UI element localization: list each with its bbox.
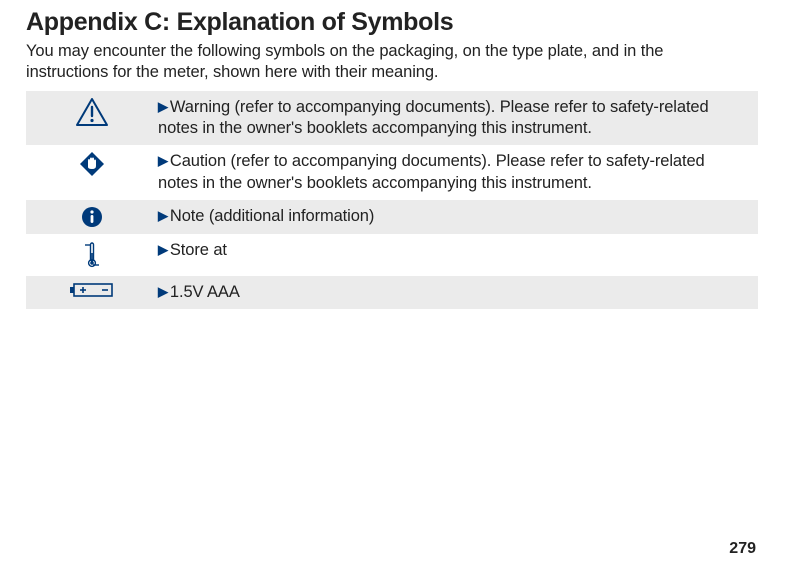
row-text: Store at	[170, 241, 227, 259]
symbols-table: ▶Warning (refer to accompanying document…	[26, 91, 758, 309]
battery-icon	[68, 282, 116, 298]
row-text: Caution (refer to accompanying documents…	[158, 152, 705, 191]
icon-cell	[26, 234, 158, 276]
desc-cell: ▶Note (additional information)	[158, 200, 758, 234]
page-title: Appendix C: Explanation of Symbols	[26, 8, 758, 37]
caution-hand-icon	[79, 151, 105, 177]
warning-triangle-icon	[75, 97, 109, 127]
desc-cell: ▶Warning (refer to accompanying document…	[158, 91, 758, 145]
bullet-icon: ▶	[158, 242, 168, 259]
table-row: ▶Note (additional information)	[26, 200, 758, 234]
row-text: Warning (refer to accompanying documents…	[158, 98, 709, 137]
page-number: 279	[729, 540, 756, 558]
table-row: ▶Warning (refer to accompanying document…	[26, 91, 758, 145]
desc-cell: ▶Caution (refer to accompanying document…	[158, 145, 758, 199]
bullet-icon: ▶	[158, 208, 168, 225]
table-row: ▶Caution (refer to accompanying document…	[26, 145, 758, 199]
info-icon	[81, 206, 103, 228]
table-row: ▶Store at	[26, 234, 758, 276]
row-text: 1.5V AAA	[170, 283, 240, 301]
icon-cell	[26, 91, 158, 145]
desc-cell: ▶Store at	[158, 234, 758, 276]
icon-cell	[26, 145, 158, 199]
table-row: ▶1.5V AAA	[26, 276, 758, 309]
row-text: Note (additional information)	[170, 207, 374, 225]
intro-text: You may encounter the following symbols …	[26, 41, 746, 83]
bullet-icon: ▶	[158, 99, 168, 116]
bullet-icon: ▶	[158, 153, 168, 170]
thermometer-icon	[81, 240, 103, 270]
bullet-icon: ▶	[158, 284, 168, 301]
icon-cell	[26, 200, 158, 234]
icon-cell	[26, 276, 158, 309]
desc-cell: ▶1.5V AAA	[158, 276, 758, 309]
